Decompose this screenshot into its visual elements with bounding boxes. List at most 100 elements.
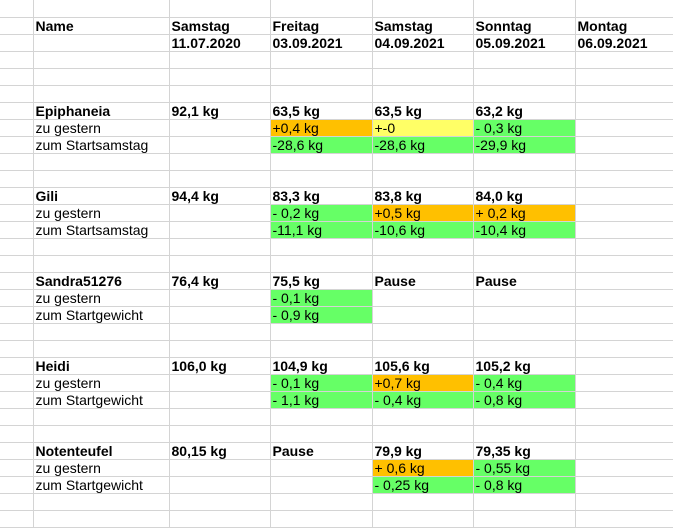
cell-r11-c5[interactable]: 84,0 kg [472, 187, 575, 205]
cell-r14-c2[interactable] [168, 238, 270, 256]
cell-r26-c1[interactable]: Notenteufel [32, 442, 169, 460]
cell-r19-c5[interactable] [472, 323, 575, 341]
cell-r5-c2[interactable] [168, 85, 270, 103]
cell-r22-c0[interactable] [0, 374, 33, 392]
cell-r7-c1[interactable]: zu gestern [32, 119, 169, 137]
cell-r3-c3[interactable] [269, 51, 372, 69]
cell-r9-c1[interactable] [32, 153, 169, 171]
cell-r7-c5[interactable]: - 0,3 kg [472, 119, 575, 137]
cell-r2-c2[interactable]: 11.07.2020 [168, 34, 270, 52]
cell-r8-c4[interactable]: -28,6 kg [371, 136, 473, 154]
cell-r20-c3[interactable] [269, 340, 372, 358]
cell-r5-c4[interactable] [371, 85, 473, 103]
cell-r12-c1[interactable]: zu gestern [32, 204, 169, 222]
cell-r22-c2[interactable] [168, 374, 270, 392]
cell-r13-c6[interactable] [574, 221, 673, 239]
cell-r1-c4[interactable]: Samstag [371, 17, 473, 35]
cell-r15-c4[interactable] [371, 255, 473, 273]
cell-r14-c1[interactable] [32, 238, 169, 256]
cell-r29-c1[interactable] [32, 493, 169, 511]
cell-r16-c4[interactable]: Pause [371, 272, 473, 290]
cell-r16-c6[interactable] [574, 272, 673, 290]
cell-r27-c3[interactable] [269, 459, 372, 477]
cell-r18-c2[interactable] [168, 306, 270, 324]
cell-r3-c4[interactable] [371, 51, 473, 69]
cell-r29-c3[interactable] [269, 493, 372, 511]
cell-r2-c6[interactable]: 06.09.2021 [574, 34, 673, 52]
cell-r29-c0[interactable] [0, 493, 33, 511]
cell-r7-c6[interactable] [574, 119, 673, 137]
cell-r12-c2[interactable] [168, 204, 270, 222]
cell-r27-c5[interactable]: - 0,55 kg [472, 459, 575, 477]
cell-r24-c3[interactable] [269, 408, 372, 426]
cell-r18-c5[interactable] [472, 306, 575, 324]
cell-r24-c5[interactable] [472, 408, 575, 426]
cell-r6-c5[interactable]: 63,2 kg [472, 102, 575, 120]
cell-r12-c0[interactable] [0, 204, 33, 222]
cell-r5-c6[interactable] [574, 85, 673, 103]
cell-r13-c2[interactable] [168, 221, 270, 239]
cell-r30-c1[interactable] [32, 510, 169, 528]
cell-r26-c6[interactable] [574, 442, 673, 460]
cell-r15-c1[interactable] [32, 255, 169, 273]
cell-r2-c3[interactable]: 03.09.2021 [269, 34, 372, 52]
cell-r29-c6[interactable] [574, 493, 673, 511]
cell-r8-c1[interactable]: zum Startsamstag [32, 136, 169, 154]
cell-r3-c2[interactable] [168, 51, 270, 69]
cell-r4-c5[interactable] [472, 68, 575, 86]
cell-r18-c6[interactable] [574, 306, 673, 324]
cell-r9-c3[interactable] [269, 153, 372, 171]
cell-r4-c4[interactable] [371, 68, 473, 86]
cell-r23-c0[interactable] [0, 391, 33, 409]
cell-r13-c0[interactable] [0, 221, 33, 239]
cell-r21-c4[interactable]: 105,6 kg [371, 357, 473, 375]
cell-r9-c6[interactable] [574, 153, 673, 171]
cell-r11-c1[interactable]: Gili [32, 187, 169, 205]
cell-r9-c2[interactable] [168, 153, 270, 171]
cell-r21-c5[interactable]: 105,2 kg [472, 357, 575, 375]
cell-r15-c3[interactable] [269, 255, 372, 273]
cell-r17-c2[interactable] [168, 289, 270, 307]
cell-r25-c1[interactable] [32, 425, 169, 443]
cell-r28-c2[interactable] [168, 476, 270, 494]
cell-r18-c4[interactable] [371, 306, 473, 324]
cell-r17-c5[interactable] [472, 289, 575, 307]
cell-r26-c5[interactable]: 79,35 kg [472, 442, 575, 460]
cell-r23-c4[interactable]: - 0,4 kg [371, 391, 473, 409]
cell-r20-c6[interactable] [574, 340, 673, 358]
cell-r10-c1[interactable] [32, 170, 169, 188]
cell-r25-c0[interactable] [0, 425, 33, 443]
cell-r27-c2[interactable] [168, 459, 270, 477]
cell-r22-c3[interactable]: - 0,1 kg [269, 374, 372, 392]
cell-r0-c6[interactable] [574, 0, 673, 18]
cell-r22-c6[interactable] [574, 374, 673, 392]
cell-r21-c0[interactable] [0, 357, 33, 375]
cell-r1-c3[interactable]: Freitag [269, 17, 372, 35]
cell-r14-c3[interactable] [269, 238, 372, 256]
cell-r30-c6[interactable] [574, 510, 673, 528]
cell-r23-c1[interactable]: zum Startgewicht [32, 391, 169, 409]
cell-r9-c5[interactable] [472, 153, 575, 171]
cell-r21-c1[interactable]: Heidi [32, 357, 169, 375]
cell-r26-c4[interactable]: 79,9 kg [371, 442, 473, 460]
cell-r28-c3[interactable] [269, 476, 372, 494]
cell-r25-c5[interactable] [472, 425, 575, 443]
cell-r10-c5[interactable] [472, 170, 575, 188]
cell-r28-c6[interactable] [574, 476, 673, 494]
cell-r18-c0[interactable] [0, 306, 33, 324]
cell-r20-c2[interactable] [168, 340, 270, 358]
cell-r5-c0[interactable] [0, 85, 33, 103]
cell-r20-c0[interactable] [0, 340, 33, 358]
cell-r30-c0[interactable] [0, 510, 33, 528]
cell-r20-c4[interactable] [371, 340, 473, 358]
cell-r30-c5[interactable] [472, 510, 575, 528]
cell-r14-c4[interactable] [371, 238, 473, 256]
cell-r1-c5[interactable]: Sonntag [472, 17, 575, 35]
cell-r26-c0[interactable] [0, 442, 33, 460]
cell-r12-c5[interactable]: + 0,2 kg [472, 204, 575, 222]
cell-r30-c4[interactable] [371, 510, 473, 528]
cell-r16-c2[interactable]: 76,4 kg [168, 272, 270, 290]
cell-r11-c4[interactable]: 83,8 kg [371, 187, 473, 205]
cell-r10-c4[interactable] [371, 170, 473, 188]
cell-r3-c5[interactable] [472, 51, 575, 69]
